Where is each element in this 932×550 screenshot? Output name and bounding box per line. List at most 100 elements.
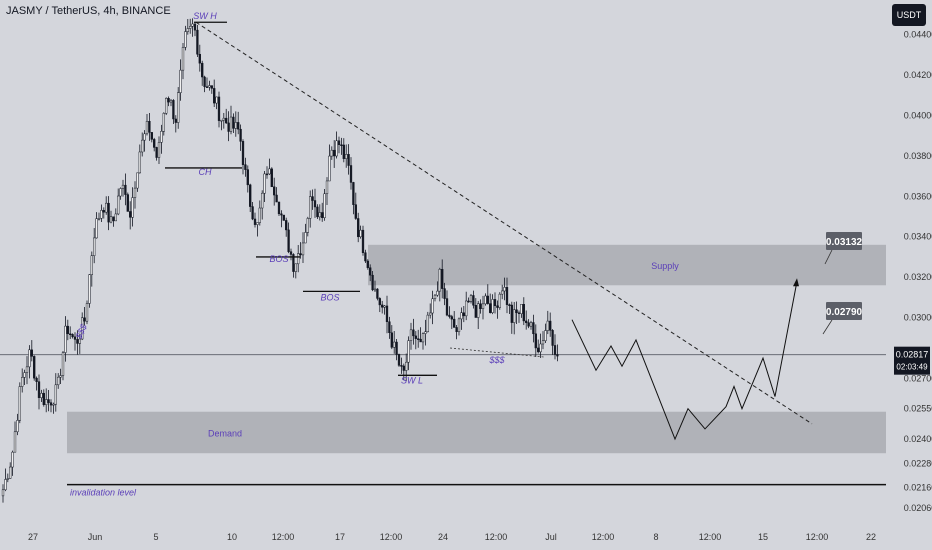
candle-body	[414, 335, 417, 339]
candle-body	[129, 211, 132, 218]
currency-button[interactable]: USDT	[892, 4, 926, 26]
x-tick-label: 24	[438, 532, 448, 542]
candle-body	[321, 212, 324, 218]
candle-body	[196, 29, 199, 55]
target-price-label-bg	[826, 232, 862, 250]
candle-body	[498, 293, 501, 308]
candle-body	[239, 128, 242, 142]
demand-zone	[67, 411, 886, 454]
candle-body	[501, 290, 504, 295]
candle-body	[165, 98, 168, 114]
candle-body	[6, 478, 9, 480]
candle-body	[292, 254, 295, 272]
candle-body	[18, 386, 21, 421]
candle-body	[25, 366, 29, 373]
candle-body	[457, 318, 461, 332]
candle-body	[143, 133, 146, 141]
candle-body	[383, 305, 386, 308]
entry-price-pointer	[822, 319, 833, 335]
candle-body	[301, 242, 305, 256]
x-tick-label: 12:00	[272, 532, 295, 542]
target-price-label: 0.03132	[826, 237, 863, 248]
candle-body	[232, 116, 235, 129]
candle-body	[352, 182, 355, 205]
candle-body	[150, 132, 153, 140]
candle-body	[345, 154, 348, 159]
x-tick-label: 12:00	[380, 532, 403, 542]
candle-body	[385, 305, 389, 322]
candle-body	[246, 169, 249, 186]
candle-body	[261, 192, 264, 209]
candle-body	[119, 188, 122, 197]
candle-body	[105, 202, 108, 213]
candle-body	[393, 341, 396, 348]
x-tick-label: Jul	[545, 532, 557, 542]
x-tick-label: 27	[28, 532, 38, 542]
candle-body	[227, 122, 230, 132]
x-tick-label: 12:00	[485, 532, 508, 542]
candle-body	[42, 392, 45, 405]
candle-body	[313, 200, 317, 208]
candle-body	[1, 489, 5, 497]
candle-body	[282, 214, 285, 221]
candle-body	[520, 304, 523, 314]
annotation-label: $$$	[488, 355, 505, 365]
candle-body	[534, 333, 537, 349]
candle-body	[145, 121, 149, 135]
candle-body	[441, 269, 444, 289]
x-tick-label: 22	[866, 532, 876, 542]
candle-body	[160, 131, 163, 143]
candle-body	[189, 26, 192, 29]
trendline	[195, 21, 813, 425]
candle-body	[448, 314, 451, 317]
candle-body	[426, 314, 429, 333]
candle-body	[193, 23, 197, 31]
candle-body	[81, 317, 84, 340]
x-tick-label: 5	[153, 532, 158, 542]
x-tick-label: 10	[227, 532, 237, 542]
candle-body	[491, 299, 494, 313]
x-tick-label: 17	[335, 532, 345, 542]
candle-body	[136, 172, 139, 189]
candle-body	[525, 320, 528, 323]
current-price-box	[894, 346, 930, 375]
candle-body	[294, 263, 297, 272]
x-tick-label: 15	[758, 532, 768, 542]
annotation-label: BOS	[269, 254, 288, 264]
candle-body	[486, 295, 489, 304]
candle-body	[431, 298, 434, 314]
candle-body	[177, 92, 180, 123]
candle-body	[335, 140, 338, 157]
candle-body	[198, 53, 201, 64]
candle-body	[76, 339, 79, 344]
candle-body	[131, 197, 134, 218]
candle-body	[556, 354, 559, 357]
supply-zone	[368, 244, 886, 286]
candle-body	[133, 187, 137, 198]
candle-body	[342, 144, 345, 159]
candle-body	[258, 207, 261, 223]
candle-body	[287, 229, 290, 252]
candle-body	[460, 312, 463, 320]
candle-body	[438, 269, 441, 292]
candle-body	[40, 392, 43, 398]
candle-body	[479, 303, 482, 309]
x-tick-label: 12:00	[806, 532, 829, 542]
candle-body	[49, 402, 53, 406]
candle-body	[270, 168, 273, 188]
candle-body	[167, 98, 170, 103]
candle-body	[155, 147, 158, 158]
candle-body	[220, 119, 223, 122]
candle-body	[481, 303, 485, 309]
candle-body	[539, 343, 542, 353]
arrow-head-icon	[793, 278, 799, 287]
candle-body	[549, 320, 552, 331]
candle-body	[21, 377, 24, 387]
candle-body	[364, 252, 367, 262]
